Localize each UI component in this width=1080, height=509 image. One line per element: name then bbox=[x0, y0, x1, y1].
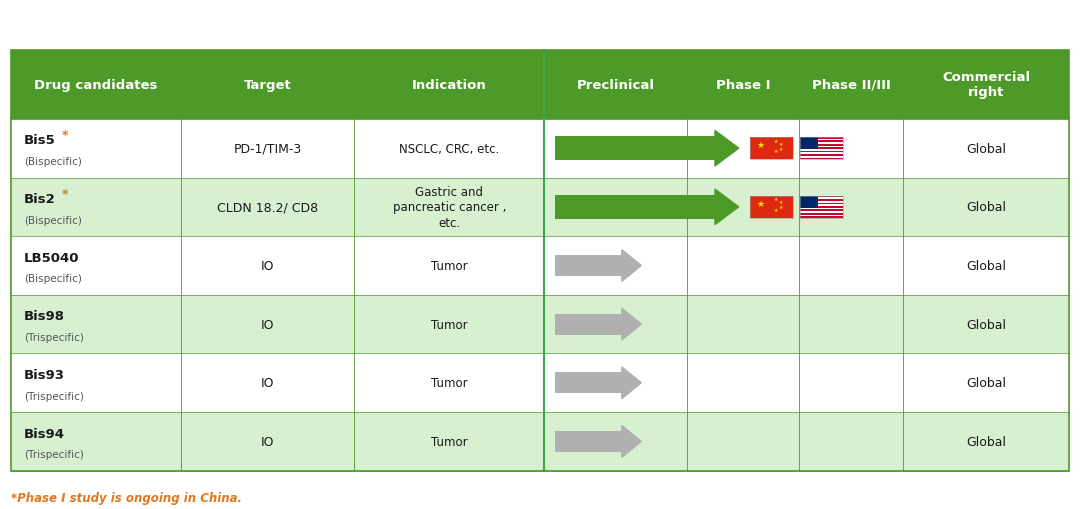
Text: Gastric and
pancreatic cancer ,
etc.: Gastric and pancreatic cancer , etc. bbox=[393, 185, 505, 230]
Text: *: * bbox=[62, 188, 68, 201]
Bar bbox=[555, 195, 715, 220]
Bar bbox=[11, 354, 1069, 412]
Text: CLDN 18.2/ CD8: CLDN 18.2/ CD8 bbox=[217, 201, 319, 214]
Polygon shape bbox=[622, 308, 642, 341]
Text: IO: IO bbox=[261, 435, 274, 448]
Bar bbox=[800, 148, 843, 150]
Bar bbox=[750, 196, 793, 218]
Text: (Trispecific): (Trispecific) bbox=[24, 449, 83, 460]
Bar bbox=[800, 196, 818, 208]
Bar bbox=[11, 295, 1069, 354]
Text: ★: ★ bbox=[756, 200, 765, 209]
Text: Preclinical: Preclinical bbox=[577, 79, 654, 92]
Polygon shape bbox=[622, 426, 642, 458]
Bar bbox=[800, 196, 843, 218]
Bar bbox=[11, 51, 1069, 120]
Text: IO: IO bbox=[261, 260, 274, 272]
Bar bbox=[800, 152, 843, 153]
Text: Global: Global bbox=[966, 201, 1007, 214]
Bar bbox=[800, 210, 843, 212]
Bar bbox=[800, 207, 843, 208]
Text: (Bispecific): (Bispecific) bbox=[24, 157, 82, 167]
Text: ★: ★ bbox=[773, 197, 778, 202]
Bar bbox=[800, 213, 843, 215]
Text: *: * bbox=[62, 129, 68, 142]
Text: ★: ★ bbox=[779, 142, 783, 147]
Text: ★: ★ bbox=[773, 149, 778, 154]
Bar bbox=[800, 158, 843, 160]
Bar bbox=[800, 137, 843, 160]
Text: Bis94: Bis94 bbox=[24, 427, 65, 440]
Bar bbox=[555, 314, 622, 335]
Text: Global: Global bbox=[966, 260, 1007, 272]
Bar bbox=[11, 237, 1069, 295]
Text: IO: IO bbox=[261, 318, 274, 331]
Bar bbox=[800, 145, 843, 146]
Text: ★: ★ bbox=[779, 200, 783, 205]
Text: Bis98: Bis98 bbox=[24, 310, 65, 323]
Text: Global: Global bbox=[966, 435, 1007, 448]
Bar bbox=[11, 178, 1069, 237]
Text: Phase II/III: Phase II/III bbox=[811, 79, 891, 92]
Bar bbox=[11, 51, 1069, 471]
Text: Indication: Indication bbox=[411, 79, 487, 92]
Bar bbox=[11, 412, 1069, 471]
Text: Phase I: Phase I bbox=[716, 79, 770, 92]
Text: Global: Global bbox=[966, 318, 1007, 331]
Text: Global: Global bbox=[966, 377, 1007, 389]
Bar bbox=[800, 200, 843, 202]
Bar bbox=[800, 196, 843, 218]
Text: (Bispecific): (Bispecific) bbox=[24, 215, 82, 225]
Text: Drug candidates: Drug candidates bbox=[35, 79, 158, 92]
Polygon shape bbox=[715, 190, 739, 225]
Text: Bis5: Bis5 bbox=[24, 134, 55, 147]
Text: ★: ★ bbox=[773, 138, 778, 144]
Bar bbox=[800, 137, 818, 150]
Bar bbox=[555, 373, 622, 393]
Text: Tumor: Tumor bbox=[431, 377, 468, 389]
Text: Tumor: Tumor bbox=[431, 318, 468, 331]
Text: Commercial
right: Commercial right bbox=[942, 71, 1030, 99]
Bar bbox=[800, 203, 843, 205]
Text: Bis2: Bis2 bbox=[24, 193, 55, 206]
Text: (Trispecific): (Trispecific) bbox=[24, 332, 83, 343]
Bar bbox=[750, 137, 793, 160]
Text: *Phase I study is ongoing in China.: *Phase I study is ongoing in China. bbox=[11, 491, 242, 504]
Text: Target: Target bbox=[244, 79, 292, 92]
Polygon shape bbox=[622, 367, 642, 399]
Bar bbox=[800, 196, 843, 198]
Text: ★: ★ bbox=[773, 208, 778, 213]
Bar bbox=[800, 137, 843, 139]
Bar bbox=[800, 137, 843, 160]
Bar bbox=[555, 256, 622, 276]
Text: PD-1/TIM-3: PD-1/TIM-3 bbox=[233, 143, 302, 155]
Text: Tumor: Tumor bbox=[431, 260, 468, 272]
Bar bbox=[750, 137, 793, 160]
Bar bbox=[800, 217, 843, 218]
Text: IO: IO bbox=[261, 377, 274, 389]
Bar bbox=[11, 120, 1069, 178]
Text: Global: Global bbox=[966, 143, 1007, 155]
Text: (Bispecific): (Bispecific) bbox=[24, 274, 82, 284]
Polygon shape bbox=[715, 131, 739, 166]
Polygon shape bbox=[622, 250, 642, 282]
Bar bbox=[750, 196, 793, 218]
Bar bbox=[555, 136, 715, 161]
Text: ★: ★ bbox=[779, 205, 783, 210]
Text: (Trispecific): (Trispecific) bbox=[24, 391, 83, 401]
Bar bbox=[555, 431, 622, 452]
Text: Bis93: Bis93 bbox=[24, 369, 65, 381]
Bar bbox=[800, 141, 843, 143]
Text: Tumor: Tumor bbox=[431, 435, 468, 448]
Text: ★: ★ bbox=[779, 147, 783, 151]
Text: LB5040: LB5040 bbox=[24, 251, 79, 264]
Bar bbox=[800, 155, 843, 157]
Text: ★: ★ bbox=[756, 141, 765, 150]
Text: NSCLC, CRC, etc.: NSCLC, CRC, etc. bbox=[400, 143, 499, 155]
